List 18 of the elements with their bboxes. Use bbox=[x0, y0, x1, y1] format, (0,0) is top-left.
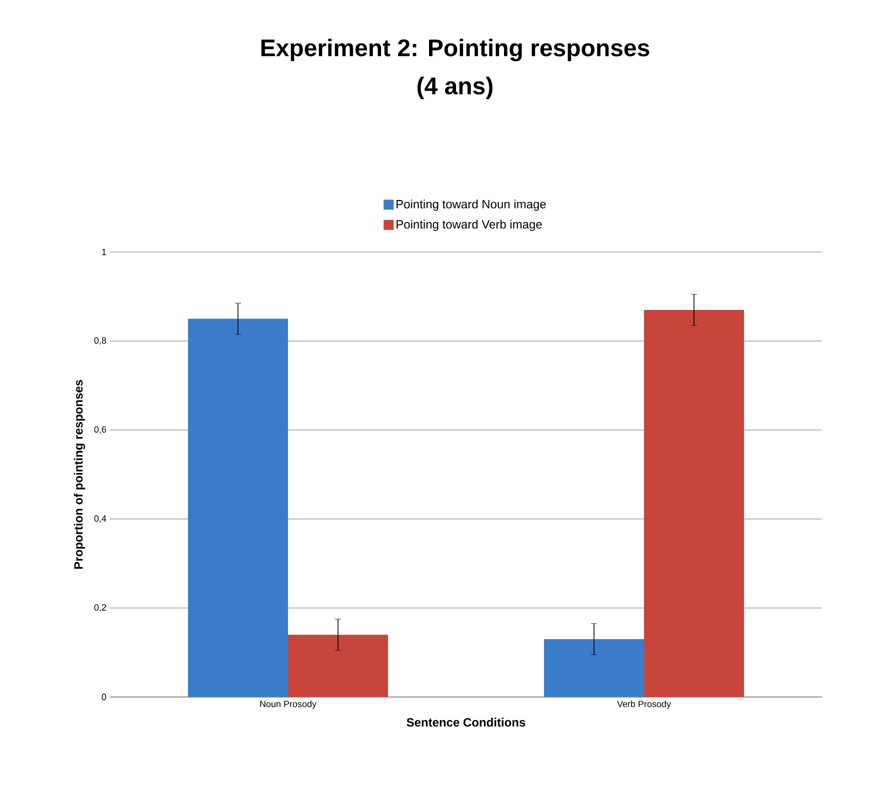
y-axis-title: Proportion of pointing responses bbox=[74, 380, 86, 569]
legend-label: Pointing toward Noun image bbox=[396, 200, 546, 211]
y-tick-label: 0,6 bbox=[94, 426, 106, 434]
bar bbox=[188, 318, 288, 697]
y-tick-label: 1 bbox=[102, 248, 106, 256]
y-tick-label: 0,2 bbox=[94, 604, 106, 612]
legend-label: Pointing toward Verb image bbox=[396, 220, 542, 231]
x-tick-label: Verb Prosody bbox=[617, 700, 671, 709]
x-axis-title: Sentence Conditions bbox=[406, 718, 526, 727]
y-tick-label: 0 bbox=[102, 694, 106, 700]
y-tick-label: 0,8 bbox=[94, 337, 106, 345]
chart-title: Experiment 2: Pointing responses bbox=[261, 38, 650, 62]
bar bbox=[644, 310, 744, 697]
y-tick-label: 0,4 bbox=[94, 515, 106, 523]
x-tick-label: Noun Prosody bbox=[260, 700, 316, 709]
bar bbox=[288, 634, 388, 697]
chart-subtitle: (4 ans) bbox=[418, 76, 492, 100]
bar bbox=[544, 639, 644, 697]
